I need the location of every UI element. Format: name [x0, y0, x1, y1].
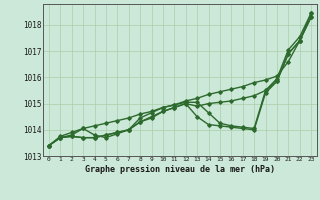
X-axis label: Graphe pression niveau de la mer (hPa): Graphe pression niveau de la mer (hPa) — [85, 165, 275, 174]
